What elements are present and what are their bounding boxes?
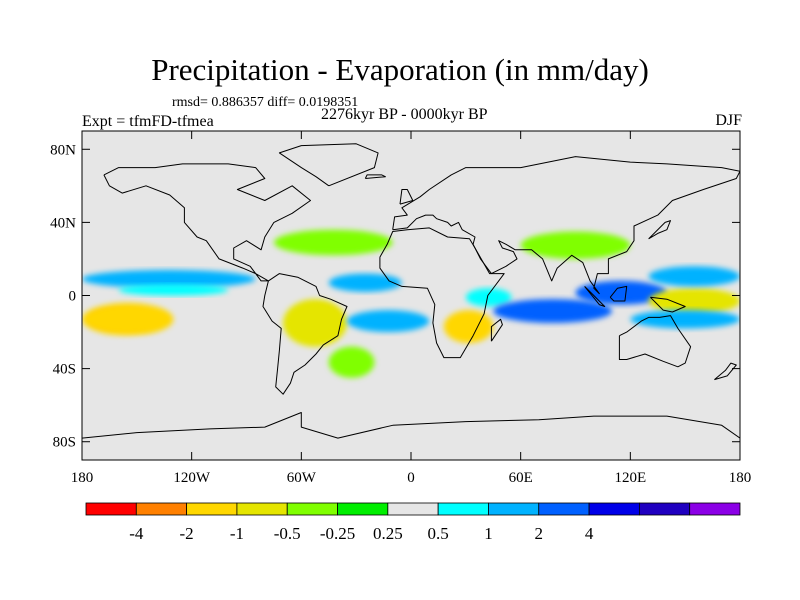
colorbar-swatch-5: [337, 502, 389, 516]
x-tick-label-4: 60E: [509, 470, 533, 486]
chart-title: Precipitation - Evaporation (in mm/day): [151, 52, 649, 87]
colorbar-swatch-6: [387, 502, 439, 516]
coastline-6: [82, 412, 740, 439]
anomaly-southern-indian-wet: [520, 368, 704, 387]
colorbar-swatch-12: [689, 502, 741, 516]
anomaly-tropical-pacific-wet-band: [118, 284, 229, 296]
coastline-5: [618, 315, 692, 368]
y-tick-label-4: 80S: [53, 435, 76, 451]
y-tick-label-0: 80N: [50, 142, 76, 158]
season-label: DJF: [715, 112, 742, 129]
colorbar-label-4: -0.25: [320, 524, 355, 543]
anomaly-north-pacific-wet: [648, 266, 740, 287]
anomaly-southern-ocean-wet: [392, 383, 485, 402]
anomaly-south-atlantic-wet: [347, 310, 430, 333]
colorbar-swatch-3: [236, 502, 288, 516]
coastline-10: [490, 318, 503, 342]
anomaly-south-pacific-wet: [82, 339, 247, 365]
period-text: 2276kyr BP - 0000kyr BP: [321, 106, 488, 123]
coastline-12: [648, 220, 671, 240]
coastline-13: [714, 362, 737, 381]
coastline-9: [650, 296, 686, 313]
colorbar-label-3: -0.5: [274, 524, 301, 543]
colorbar-swatch-11: [638, 502, 691, 516]
colorbar-label-2: -1: [230, 524, 244, 543]
colorbar-label-5: 0.25: [373, 524, 403, 543]
anomaly-east-africa-wet: [465, 288, 512, 307]
x-tick-label-0: 180: [71, 470, 94, 486]
x-tick-label-1: 120W: [173, 470, 211, 486]
coastline-0: [103, 163, 311, 282]
anomaly-west-pacific-wet: [630, 310, 740, 329]
colorbar-label-6: 0.5: [428, 524, 449, 543]
colorbar-label-9: 4: [585, 524, 594, 543]
coastline-2: [278, 143, 379, 187]
anomaly-indian-ocean-wet: [493, 299, 613, 323]
coastline-8: [609, 285, 628, 302]
colorbar-label-8: 2: [535, 524, 544, 543]
stats-text: rmsd= 0.886357 diff= 0.0198351: [172, 95, 359, 110]
colorbar-label-7: 1: [484, 524, 493, 543]
anomaly-tropical-pacific-wet: [82, 269, 256, 289]
anomaly-east-pacific-dry: [82, 302, 174, 336]
colorbar-label-1: -2: [180, 524, 194, 543]
colorbar-swatch-4: [286, 502, 338, 516]
y-tick-label-2: 0: [69, 289, 77, 305]
anomaly-asia-dry: [520, 231, 631, 259]
colorbar-swatch-9: [538, 502, 590, 516]
x-tick-label-3: 0: [407, 470, 415, 486]
y-tick-label-1: 40N: [50, 215, 76, 231]
anomaly-atlantic-itcz-wet: [328, 273, 402, 292]
colorbar-swatch-1: [135, 502, 188, 516]
coastline-11: [399, 189, 414, 205]
colorbar-swatch-2: [186, 502, 238, 516]
y-tick-label-3: 40S: [53, 362, 76, 378]
colorbar-swatch-7: [437, 502, 489, 516]
colorbar-swatch-0: [85, 502, 137, 516]
anomaly-north-atlantic-dry: [273, 229, 393, 256]
x-tick-label-6: 180: [729, 470, 752, 486]
coastline-layer: [82, 143, 740, 439]
coastline-7: [584, 286, 606, 307]
colorbar-swatch-8: [488, 502, 540, 516]
anomaly-south-america-dry: [283, 299, 348, 347]
colorbar-label-0: -4: [129, 524, 144, 543]
anomaly-south-africa-dry: [443, 310, 494, 344]
x-tick-label-2: 60W: [287, 470, 317, 486]
anomaly-maritime-continent-wet: [575, 280, 667, 305]
coastline-14: [364, 174, 386, 179]
anomaly-west-pacific-dry: [648, 288, 740, 314]
experiment-label: Expt = tfmFD-tfmea: [82, 113, 214, 130]
coastline-4: [379, 227, 505, 359]
coastline-3: [392, 156, 740, 295]
axis-ticks: 180 120W 60W 0 60E 120E 180 80N 40N 0 40S 80S: [50, 131, 751, 486]
x-tick-label-5: 120E: [614, 470, 646, 486]
anomaly-south-atlantic-dry: [328, 346, 375, 378]
colorbar: -4 -2 -1 -0.5 -0.25 0.25 0.5 1 2 4: [85, 502, 741, 543]
coastline-1: [262, 273, 348, 395]
colorbar-swatch-10: [588, 502, 640, 516]
